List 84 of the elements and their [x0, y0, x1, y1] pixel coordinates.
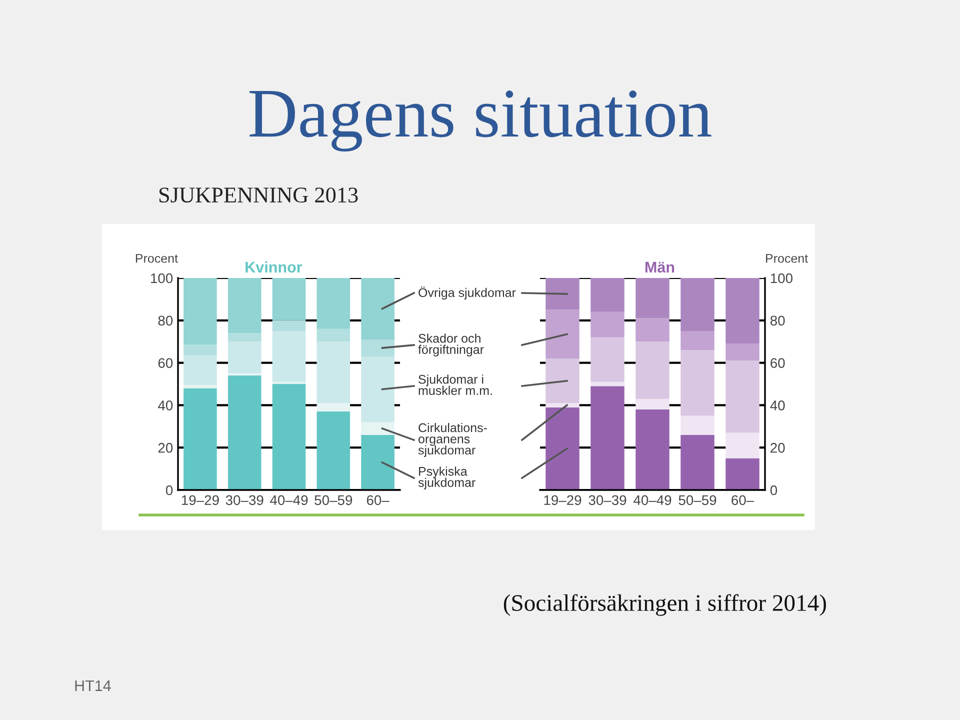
bar — [590, 312, 624, 338]
y-axis-title: Procent — [136, 254, 178, 263]
y-tick-label: 40 — [158, 400, 173, 410]
bar — [546, 358, 580, 404]
bar — [272, 320, 306, 331]
series-label: Cirkulations- organens sjukdomar — [418, 422, 487, 458]
bar — [546, 278, 580, 310]
bar — [636, 318, 670, 342]
text: (Socialförsäkringen i siffror 2014) — [504, 594, 826, 616]
text: Dagens situation — [250, 90, 712, 152]
x-tick-label: 50–59 — [678, 495, 716, 506]
bar — [636, 342, 670, 399]
bar — [680, 416, 714, 435]
series-label: Skador och förgiftningar — [418, 334, 484, 356]
bar — [228, 278, 262, 334]
y-tick-label: 100 — [151, 273, 173, 284]
x-tick-label: 50–59 — [314, 495, 352, 506]
bar — [316, 278, 350, 329]
y-tick-label: 0 — [166, 485, 173, 496]
x-tick-label: 60– — [732, 495, 754, 506]
text: HT14 — [75, 680, 111, 691]
y-axis-title: Procent — [766, 254, 808, 263]
y-tick-label: 0 — [770, 485, 778, 496]
bar — [680, 434, 714, 490]
bar — [636, 398, 670, 410]
bar — [590, 278, 624, 312]
bar — [726, 344, 760, 361]
bar — [680, 278, 714, 331]
bar — [636, 409, 670, 490]
bar — [316, 342, 350, 404]
bar — [228, 373, 262, 376]
bar — [726, 278, 760, 344]
bar — [590, 382, 624, 386]
y-tick-label: 100 — [770, 273, 792, 284]
text: SJUKPENNING 2013 — [159, 188, 358, 203]
series-label: Psykiska sjukdomar — [418, 466, 476, 490]
bar — [726, 432, 760, 458]
bar — [316, 412, 350, 490]
series-label: Övriga sjukdomar — [418, 286, 516, 300]
bar — [228, 376, 262, 490]
x-tick-label: 19–29 — [544, 495, 582, 506]
bar — [184, 355, 217, 386]
bar — [726, 360, 760, 433]
bar — [272, 278, 306, 320]
y-tick-label: 60 — [158, 358, 173, 368]
bar — [361, 356, 394, 422]
x-tick-label: 40–49 — [634, 495, 672, 506]
bar — [361, 278, 394, 340]
bar — [184, 278, 217, 345]
x-tick-label: 40–49 — [270, 495, 308, 506]
bar — [361, 434, 394, 490]
y-tick-label: 20 — [770, 442, 785, 453]
y-tick-label: 40 — [770, 400, 785, 410]
bar — [361, 339, 394, 356]
bar — [546, 407, 580, 490]
bar — [590, 386, 624, 490]
x-tick-label: 30–39 — [226, 495, 264, 506]
y-tick-label: 80 — [158, 316, 173, 326]
bar — [184, 344, 217, 356]
x-tick-label: 30–39 — [588, 495, 626, 506]
bar — [184, 385, 217, 388]
bar — [272, 331, 306, 382]
bar — [361, 422, 394, 435]
y-tick-label: 20 — [158, 442, 173, 453]
bar — [546, 310, 580, 359]
bar — [316, 403, 350, 412]
series-label: Sjukdomar i muskler m.m. — [418, 374, 492, 395]
bar — [228, 333, 262, 342]
chart-title: Män — [645, 262, 674, 273]
y-tick-label: 80 — [770, 316, 785, 326]
chart-title: Kvinnor — [246, 261, 302, 273]
bar — [316, 328, 350, 342]
bar — [272, 384, 306, 490]
x-tick-label: 19–29 — [182, 495, 219, 506]
bar — [726, 458, 760, 490]
bar — [680, 350, 714, 416]
bar — [184, 388, 217, 490]
y-tick-label: 60 — [770, 358, 785, 368]
bar — [590, 337, 624, 382]
bar — [636, 278, 670, 318]
bar — [680, 331, 714, 350]
bar — [228, 342, 262, 374]
bar — [546, 403, 580, 408]
x-tick-label: 60– — [366, 495, 390, 506]
